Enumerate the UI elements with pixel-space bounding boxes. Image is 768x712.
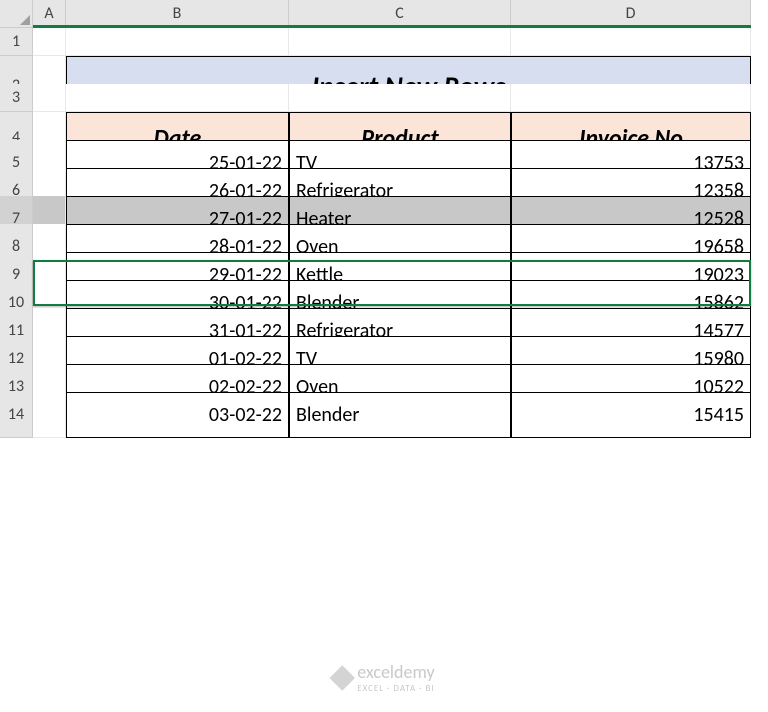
col-header-d[interactable]: D — [511, 0, 751, 28]
watermark-tagline: EXCEL · DATA · BI — [357, 683, 434, 694]
cell-c1[interactable] — [289, 28, 511, 56]
cell-b14[interactable]: 03-02-22 — [66, 392, 289, 438]
watermark: exceldemy EXCEL · DATA · BI — [333, 661, 434, 694]
cell-a1[interactable] — [33, 28, 66, 56]
cell-c3[interactable] — [289, 84, 511, 112]
cell-b1[interactable] — [66, 28, 289, 56]
row-header-3[interactable]: 3 — [0, 84, 33, 112]
cell-d14[interactable]: 15415 — [511, 392, 751, 438]
cell-d1[interactable] — [511, 28, 751, 56]
col-header-c[interactable]: C — [289, 0, 511, 28]
col-header-b[interactable]: B — [66, 0, 289, 28]
watermark-icon — [330, 665, 355, 690]
cell-c14[interactable]: Blender — [289, 392, 511, 438]
spreadsheet-grid[interactable]: A B C D 1 2 Insert New Rows 3 4 Date Pro… — [0, 0, 768, 420]
cell-a3[interactable] — [33, 84, 66, 112]
cell-a14[interactable] — [33, 392, 66, 438]
select-all-corner[interactable] — [0, 0, 33, 28]
cell-b3[interactable] — [66, 84, 289, 112]
row-header-1[interactable]: 1 — [0, 28, 33, 56]
col-header-a[interactable]: A — [33, 0, 66, 28]
cell-d3[interactable] — [511, 84, 751, 112]
watermark-brand: exceldemy — [357, 661, 434, 683]
row-header-14[interactable]: 14 — [0, 392, 33, 438]
